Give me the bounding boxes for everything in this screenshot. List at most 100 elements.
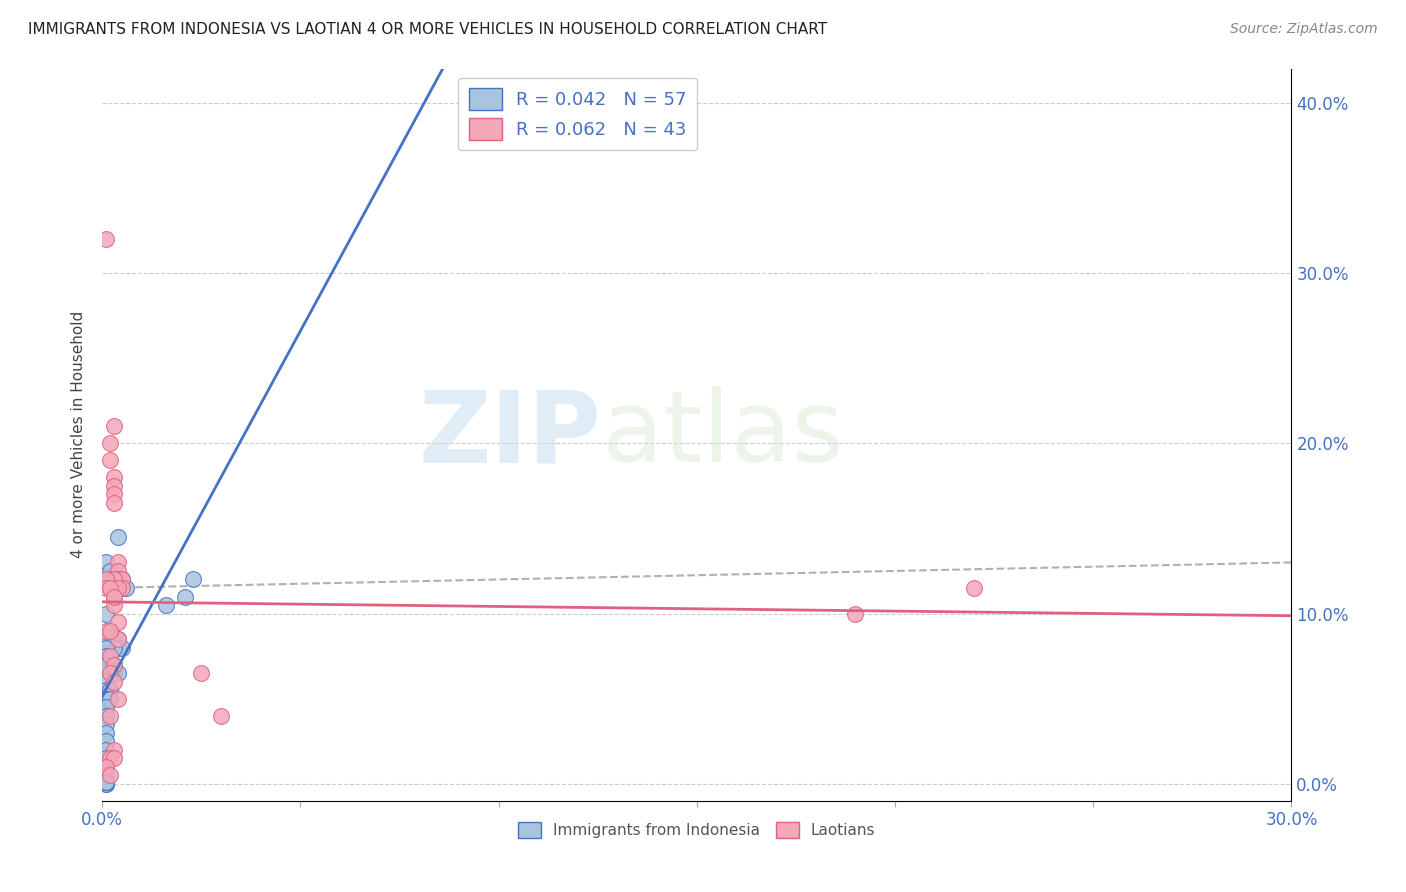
- Point: [98, 708, 121, 723]
- Point: [844, 607, 866, 621]
- Point: [96, 657, 118, 672]
- Point: [98, 581, 121, 595]
- Point: [103, 590, 125, 604]
- Point: [103, 573, 125, 587]
- Point: [96, 632, 118, 646]
- Legend: Immigrants from Indonesia, Laotians: Immigrants from Indonesia, Laotians: [512, 815, 882, 845]
- Point: [103, 666, 125, 681]
- Point: [103, 470, 125, 484]
- Text: ZIP: ZIP: [419, 386, 602, 483]
- Point: [96, 717, 118, 731]
- Point: [111, 581, 134, 595]
- Point: [96, 232, 118, 246]
- Point: [107, 666, 129, 681]
- Point: [107, 581, 129, 595]
- Point: [103, 581, 125, 595]
- Point: [96, 649, 118, 664]
- Point: [98, 453, 121, 467]
- Point: [96, 725, 118, 739]
- Point: [107, 573, 129, 587]
- Point: [111, 581, 134, 595]
- Point: [98, 666, 121, 681]
- Point: [98, 683, 121, 698]
- Point: [98, 573, 121, 587]
- Point: [96, 649, 118, 664]
- Point: [103, 419, 125, 434]
- Text: IMMIGRANTS FROM INDONESIA VS LAOTIAN 4 OR MORE VEHICLES IN HOUSEHOLD CORRELATION: IMMIGRANTS FROM INDONESIA VS LAOTIAN 4 O…: [28, 22, 827, 37]
- Point: [98, 581, 121, 595]
- Point: [107, 632, 129, 646]
- Point: [96, 640, 118, 655]
- Point: [98, 666, 121, 681]
- Point: [96, 768, 118, 782]
- Point: [174, 590, 197, 604]
- Point: [96, 607, 118, 621]
- Point: [103, 751, 125, 765]
- Point: [96, 751, 118, 765]
- Point: [103, 640, 125, 655]
- Point: [107, 615, 129, 629]
- Point: [98, 649, 121, 664]
- Point: [103, 479, 125, 493]
- Point: [111, 640, 134, 655]
- Point: [96, 760, 118, 774]
- Text: Source: ZipAtlas.com: Source: ZipAtlas.com: [1230, 22, 1378, 37]
- Point: [96, 775, 118, 789]
- Point: [103, 573, 125, 587]
- Point: [115, 581, 138, 595]
- Point: [103, 590, 125, 604]
- Point: [155, 598, 177, 612]
- Point: [96, 775, 118, 789]
- Point: [98, 751, 121, 765]
- Point: [96, 700, 118, 714]
- Point: [96, 743, 118, 757]
- Point: [98, 436, 121, 450]
- Point: [96, 734, 118, 748]
- Point: [107, 691, 129, 706]
- Point: [103, 487, 125, 501]
- Point: [96, 777, 118, 791]
- Point: [96, 775, 118, 789]
- Point: [98, 624, 121, 638]
- Point: [96, 768, 118, 782]
- Point: [96, 683, 118, 698]
- Point: [103, 632, 125, 646]
- Point: [96, 573, 118, 587]
- Point: [103, 598, 125, 612]
- Point: [111, 573, 134, 587]
- Point: [107, 573, 129, 587]
- Point: [96, 760, 118, 774]
- Point: [96, 775, 118, 789]
- Text: atlas: atlas: [602, 386, 844, 483]
- Point: [103, 657, 125, 672]
- Y-axis label: 4 or more Vehicles in Household: 4 or more Vehicles in Household: [72, 311, 86, 558]
- Point: [96, 556, 118, 570]
- Point: [96, 674, 118, 689]
- Point: [96, 777, 118, 791]
- Point: [98, 624, 121, 638]
- Point: [107, 581, 129, 595]
- Point: [103, 581, 125, 595]
- Point: [183, 573, 205, 587]
- Point: [98, 632, 121, 646]
- Point: [98, 691, 121, 706]
- Point: [96, 708, 118, 723]
- Point: [103, 743, 125, 757]
- Point: [103, 674, 125, 689]
- Point: [107, 632, 129, 646]
- Point: [103, 657, 125, 672]
- Point: [98, 564, 121, 578]
- Point: [111, 573, 134, 587]
- Point: [96, 581, 118, 595]
- Point: [96, 624, 118, 638]
- Point: [107, 640, 129, 655]
- Point: [190, 666, 212, 681]
- Point: [107, 564, 129, 578]
- Point: [98, 768, 121, 782]
- Point: [209, 708, 232, 723]
- Point: [98, 683, 121, 698]
- Point: [107, 530, 129, 544]
- Point: [103, 496, 125, 510]
- Point: [103, 640, 125, 655]
- Point: [98, 691, 121, 706]
